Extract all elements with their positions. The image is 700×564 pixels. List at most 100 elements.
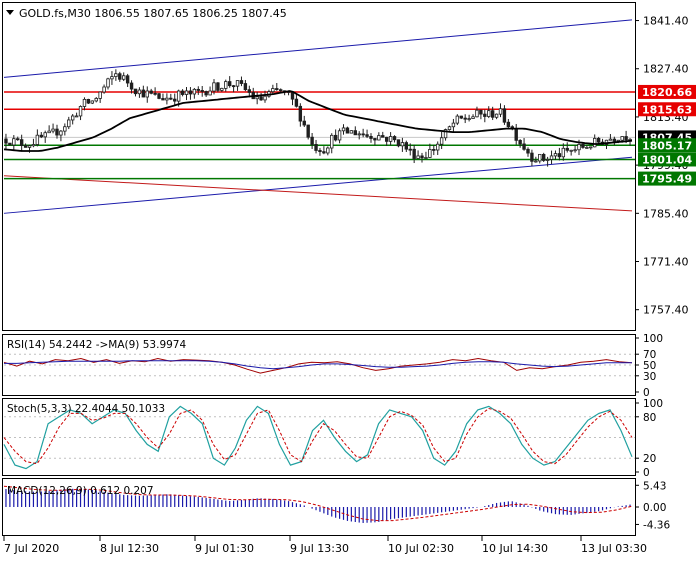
candle-body [263, 95, 267, 101]
candle-body [330, 134, 334, 149]
candle-body [561, 147, 566, 158]
macd-tick-label: 5.43 [643, 480, 666, 492]
candle-body [541, 153, 546, 161]
descending-trend-line [3, 175, 633, 212]
candle-body [357, 133, 361, 136]
candle-body [439, 137, 444, 145]
candle-body [43, 132, 47, 138]
candle-body [90, 100, 95, 104]
stoch-pane[interactable] [2, 398, 636, 476]
candle-body [388, 136, 393, 142]
candle-body [4, 138, 8, 144]
candle-body [31, 144, 36, 147]
candle-body [67, 119, 71, 128]
candle-body [326, 147, 330, 154]
stoch-title: Stoch(5,3,3) 22.4044 50.1033 [7, 403, 165, 415]
candle-body [506, 121, 511, 128]
candle-body [35, 134, 40, 145]
candle-body [412, 148, 416, 159]
candle-body [377, 135, 381, 141]
macd-title: MACD(12,26,9) 0.612 0.207 [7, 485, 154, 497]
candle-body [557, 153, 562, 158]
candle-body [184, 90, 189, 95]
rsi-tick-label: 30 [643, 371, 656, 383]
candle-body [514, 128, 518, 141]
candle-body [585, 147, 589, 149]
candle-body [59, 130, 63, 136]
stoch-tick-label: 80 [643, 412, 656, 424]
candle-body [208, 90, 212, 96]
candle-body [608, 138, 613, 141]
candle-body [479, 109, 483, 115]
time-tick-label: 13 Jul 03:30 [581, 542, 647, 555]
rsi-ma-line [4, 360, 632, 370]
lower-channel-line [3, 156, 633, 214]
candle-body [294, 98, 299, 107]
candle-body [522, 143, 526, 150]
candle-body [381, 135, 385, 138]
candle-body [361, 133, 365, 136]
candle-body [239, 80, 244, 84]
rsi-line [3, 357, 633, 374]
candle-body [428, 149, 432, 158]
time-tick-label: 8 Jul 12:30 [100, 542, 159, 555]
time-tick-label: 7 Jul 2020 [4, 542, 59, 555]
candle-body [204, 91, 208, 96]
candle-body [467, 118, 471, 120]
main-price-pane[interactable] [2, 2, 636, 331]
support-price-label: 1795.49 [642, 173, 692, 186]
candle-body [279, 89, 283, 92]
candle-body [373, 138, 377, 141]
candle-body [161, 98, 165, 101]
candle-body [392, 136, 397, 141]
candle-body [110, 76, 114, 80]
upper-channel-line [3, 19, 633, 78]
candle-body [55, 128, 59, 136]
candle-body [145, 90, 149, 98]
candle-body [471, 116, 475, 119]
candle-body [94, 98, 98, 102]
candle-body [353, 130, 357, 136]
candle-body [255, 96, 259, 100]
candle-body [27, 145, 32, 148]
candle-body [141, 89, 146, 98]
candle-body [306, 124, 310, 138]
candle-body [216, 82, 220, 91]
rsi-tick-label: 0 [643, 387, 650, 399]
candle-body [384, 136, 389, 142]
candle-body [314, 144, 318, 151]
candle-body [129, 82, 134, 90]
candle-body [247, 89, 252, 93]
candle-body [365, 134, 369, 137]
candle-body [302, 120, 306, 126]
candle-body [408, 148, 412, 151]
candle-body [51, 128, 55, 132]
candle-body [400, 142, 405, 147]
candle-body [577, 144, 581, 151]
candle-body [224, 81, 228, 89]
candle-body [227, 81, 232, 87]
rsi-tick-label: 50 [643, 360, 656, 372]
macd-tick-label: -4.36 [643, 519, 670, 531]
dropdown-triangle-icon[interactable] [6, 10, 14, 15]
candle-body [341, 127, 346, 132]
candle-body [137, 89, 142, 95]
candle-body [337, 130, 342, 141]
candle-body [420, 155, 424, 159]
candle-body [494, 113, 499, 118]
resistance-price-label-bg [638, 102, 696, 117]
macd-signal-line [3, 485, 633, 522]
candle-body [432, 149, 436, 151]
candle-body [23, 145, 28, 148]
candle-body [235, 80, 240, 87]
candle-body [82, 98, 87, 107]
candle-body [118, 73, 122, 80]
candle-body [310, 136, 314, 145]
time-tick-label: 10 Jul 14:30 [482, 542, 548, 555]
candle-body [176, 90, 181, 102]
support-price-label: 1805.17 [642, 139, 692, 152]
candle-body [589, 146, 593, 149]
resistance-price-label: 1815.63 [642, 103, 692, 116]
candle-body [593, 137, 597, 148]
